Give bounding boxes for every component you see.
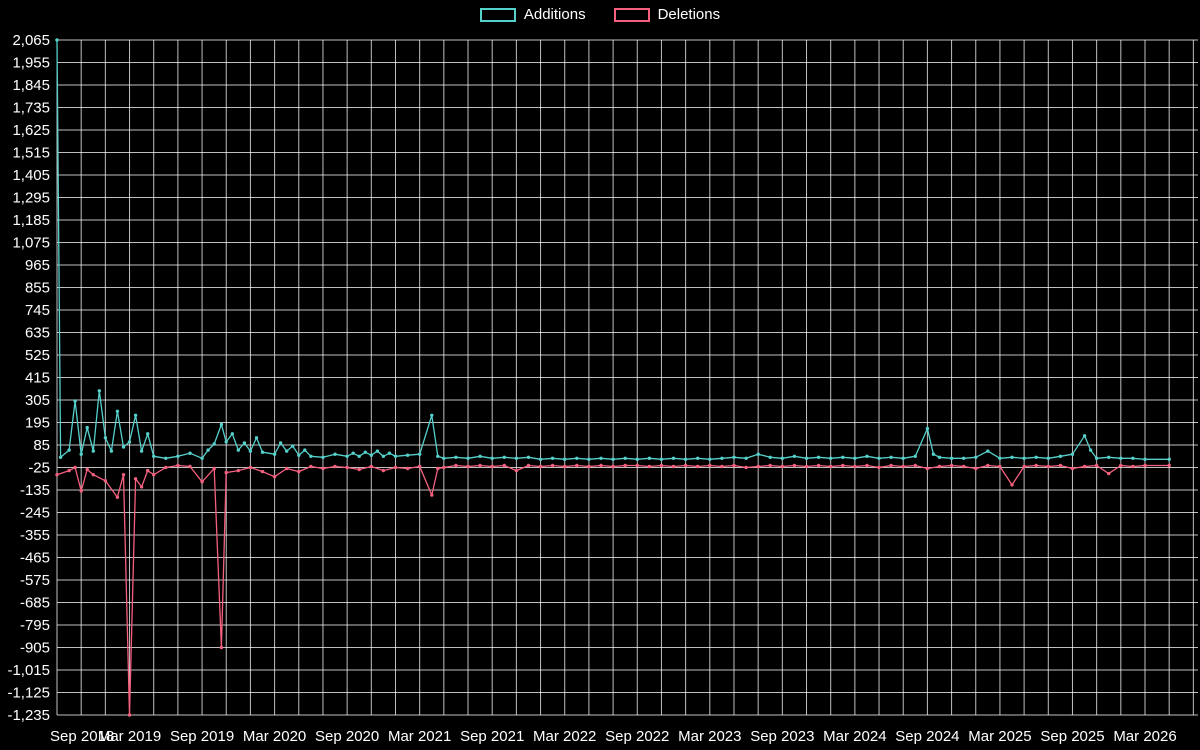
x-axis-tick-label: Sep 2020 <box>315 728 379 745</box>
x-axis-tick-label: Mar 2020 <box>243 728 306 745</box>
x-axis-tick-label: Sep 2025 <box>1040 728 1104 745</box>
legend-swatch-additions <box>479 8 516 22</box>
y-axis-tick-label: -135 <box>20 482 50 499</box>
y-axis-tick-label: -355 <box>20 527 50 544</box>
y-axis-tick-label: 1,185 <box>12 212 50 229</box>
y-axis-tick-label: 305 <box>25 392 50 409</box>
x-axis-tick-label: Mar 2021 <box>388 728 451 745</box>
y-axis-tick-label: -685 <box>20 595 50 612</box>
y-axis-tick-label: -465 <box>20 550 50 567</box>
y-axis-tick-label: 195 <box>25 415 50 432</box>
x-axis-tick-label: Sep 2024 <box>895 728 959 745</box>
y-axis-tick-label: -25 <box>28 460 50 477</box>
y-axis-tick-label: -795 <box>20 617 50 634</box>
y-axis-tick-label: -1,235 <box>7 707 50 724</box>
y-axis-tick-label: 1,625 <box>12 122 50 139</box>
legend-item-deletions[interactable]: Deletions <box>613 6 721 24</box>
x-axis-tick-label: Sep 2021 <box>460 728 524 745</box>
y-axis-tick-label: -575 <box>20 572 50 589</box>
y-axis-tick-label: 1,845 <box>12 77 50 94</box>
x-axis-tick-label: Sep 2022 <box>605 728 669 745</box>
y-axis-tick-label: -1,125 <box>7 685 50 702</box>
y-axis-tick-label: 415 <box>25 370 50 387</box>
legend-label-additions: Additions <box>523 6 586 23</box>
x-axis-tick-label: Mar 2019 <box>98 728 161 745</box>
y-axis-tick-label: -905 <box>20 640 50 657</box>
y-axis-tick-label: 1,515 <box>12 145 50 162</box>
y-axis-tick-label: 1,955 <box>12 55 50 72</box>
y-axis-tick-label: 1,405 <box>12 167 50 184</box>
y-axis-tick-label: 745 <box>25 302 50 319</box>
legend-item-additions[interactable]: Additions <box>479 6 586 24</box>
x-axis-tick-label: Mar 2026 <box>1113 728 1176 745</box>
legend-swatch-deletions <box>613 8 650 22</box>
y-axis-tick-label: 965 <box>25 257 50 274</box>
chart-legend: Additions Deletions <box>0 6 1200 24</box>
x-axis-tick-label: Mar 2024 <box>823 728 886 745</box>
legend-label-deletions: Deletions <box>657 6 721 23</box>
y-axis-tick-label: 2,065 <box>12 32 50 49</box>
y-axis-tick-label: -1,015 <box>7 662 50 679</box>
y-axis-tick-label: 635 <box>25 325 50 342</box>
x-axis-tick-label: Sep 2018 <box>50 728 114 745</box>
y-axis-tick-label: 855 <box>25 280 50 297</box>
y-axis-tick-label: 85 <box>33 437 50 454</box>
x-axis-tick-label: Mar 2023 <box>678 728 741 745</box>
y-axis-tick-label: 1,735 <box>12 100 50 117</box>
x-axis-tick-label: Mar 2022 <box>533 728 596 745</box>
x-axis-tick-label: Mar 2025 <box>968 728 1031 745</box>
x-axis-tick-label: Sep 2023 <box>750 728 814 745</box>
y-axis-tick-label: 1,075 <box>12 235 50 252</box>
y-axis-tick-label: 525 <box>25 347 50 364</box>
y-axis-tick-label: -245 <box>20 505 50 522</box>
y-axis-tick-label: 1,295 <box>12 190 50 207</box>
x-axis-tick-label: Sep 2019 <box>170 728 234 745</box>
